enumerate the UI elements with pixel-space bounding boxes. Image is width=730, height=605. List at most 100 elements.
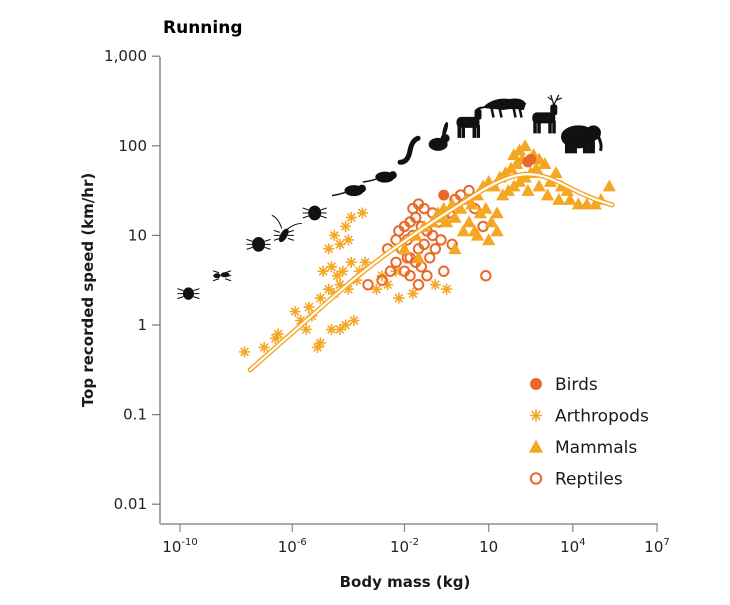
legend-item-arthropods: Arthropods	[530, 407, 649, 427]
reptile-point	[421, 270, 433, 282]
axes	[159, 57, 658, 525]
mammal-point	[602, 179, 616, 192]
mammal-point	[448, 242, 462, 255]
reptile-point	[429, 243, 442, 255]
mammal-point	[462, 215, 476, 228]
arthropod-point	[340, 220, 352, 232]
weasel-icon	[397, 135, 421, 165]
y-tick-label: 1	[137, 316, 147, 334]
mouse-icon	[331, 184, 366, 197]
tick-icon	[177, 287, 200, 300]
reptile-point	[480, 270, 492, 282]
y-ticks: 1,000 100 10 1 0.1 0.01	[104, 47, 160, 513]
y-tick-label: 100	[118, 137, 147, 155]
arthropod-point	[345, 256, 357, 268]
arthropod-point	[334, 323, 346, 335]
arthropod-point	[311, 341, 323, 353]
mammal-point	[448, 210, 462, 223]
mammal-point	[454, 201, 468, 214]
mammal-point	[563, 192, 577, 205]
legend-label: Birds	[555, 375, 598, 395]
arthropod-point	[323, 243, 335, 255]
reptile-point	[390, 256, 402, 268]
x-tick-label: 10-10	[162, 537, 197, 556]
mammal-point	[529, 161, 543, 174]
mammal-point	[560, 184, 574, 196]
reptile-point	[418, 202, 430, 215]
legend-item-mammals: Mammals	[528, 438, 637, 458]
x-ticks: 10-10 10-6 10-2 10 104 107	[162, 524, 670, 556]
y-tick-label: 0.1	[123, 406, 147, 424]
deer-icon	[532, 94, 563, 134]
arthropod-point	[340, 319, 352, 331]
reptile-point	[418, 238, 430, 251]
reptile-point	[435, 234, 447, 246]
arthropod-point	[356, 207, 368, 219]
stink-bug-icon	[246, 236, 271, 252]
goat-icon	[456, 108, 482, 138]
legend: Birds Arthropods Mammals Reptiles	[528, 375, 649, 490]
data-points	[239, 139, 616, 373]
reptile-point	[404, 270, 416, 282]
x-tick-label: 10	[479, 538, 498, 556]
arthropod-point	[334, 238, 346, 250]
mammal-point	[479, 201, 493, 214]
arthropod-point	[328, 229, 340, 241]
x-tick-label: 104	[560, 537, 585, 556]
y-tick-label: 0.01	[114, 495, 147, 513]
arthropod-point	[289, 306, 301, 318]
mammal-point	[549, 166, 563, 178]
arthropod-point	[342, 234, 354, 246]
arthropod-point	[393, 292, 405, 304]
series-birds	[438, 153, 537, 201]
mammal-point	[482, 233, 496, 246]
arthropod-point	[370, 283, 382, 295]
legend-label: Mammals	[555, 438, 637, 458]
cheetah-icon	[474, 98, 527, 118]
mammal-point	[411, 251, 426, 264]
arthropod-point	[300, 323, 312, 335]
animal-silhouettes	[177, 94, 603, 300]
arthropod-point	[239, 346, 251, 358]
arthropod-point	[317, 265, 329, 277]
series-mammals	[397, 139, 616, 264]
elephant-icon	[560, 125, 603, 154]
mammal-point	[456, 224, 471, 237]
mammal-point	[470, 228, 485, 241]
mammal-point	[439, 215, 454, 228]
y-tick-label: 10	[128, 226, 147, 244]
arthropod-point	[345, 211, 357, 223]
arthropod-point	[258, 341, 270, 353]
arthropod-point	[337, 265, 349, 277]
arthropod-point	[314, 337, 326, 349]
rabbit-icon	[428, 122, 450, 151]
mammal-point	[397, 242, 412, 255]
mammal-point	[540, 188, 555, 201]
ant-icon	[212, 270, 232, 282]
legend-item-birds: Birds	[530, 375, 598, 395]
legend-marker-birds	[530, 378, 542, 390]
reptile-point	[426, 229, 439, 242]
legend-label: Arthropods	[555, 407, 649, 427]
legend-label: Reptiles	[555, 470, 623, 490]
reptile-point	[412, 278, 425, 291]
arthropod-point	[429, 279, 441, 291]
arthropod-point	[323, 283, 335, 295]
mammal-point	[490, 206, 504, 219]
reptile-point	[362, 278, 374, 291]
shrew-icon	[362, 171, 397, 183]
reptile-point	[424, 252, 436, 264]
legend-marker-mammals	[528, 439, 544, 453]
arthropod-point	[441, 283, 453, 295]
mammal-point	[490, 224, 504, 237]
arthropod-point	[314, 292, 326, 304]
bird-point	[525, 153, 537, 165]
x-tick-label: 10-2	[390, 537, 419, 556]
chart-title: Running	[163, 18, 243, 38]
mammal-point	[580, 197, 594, 210]
mammal-point	[538, 157, 552, 169]
mammal-point	[552, 192, 566, 205]
reptile-point	[384, 265, 397, 277]
reptile-point	[463, 184, 475, 197]
